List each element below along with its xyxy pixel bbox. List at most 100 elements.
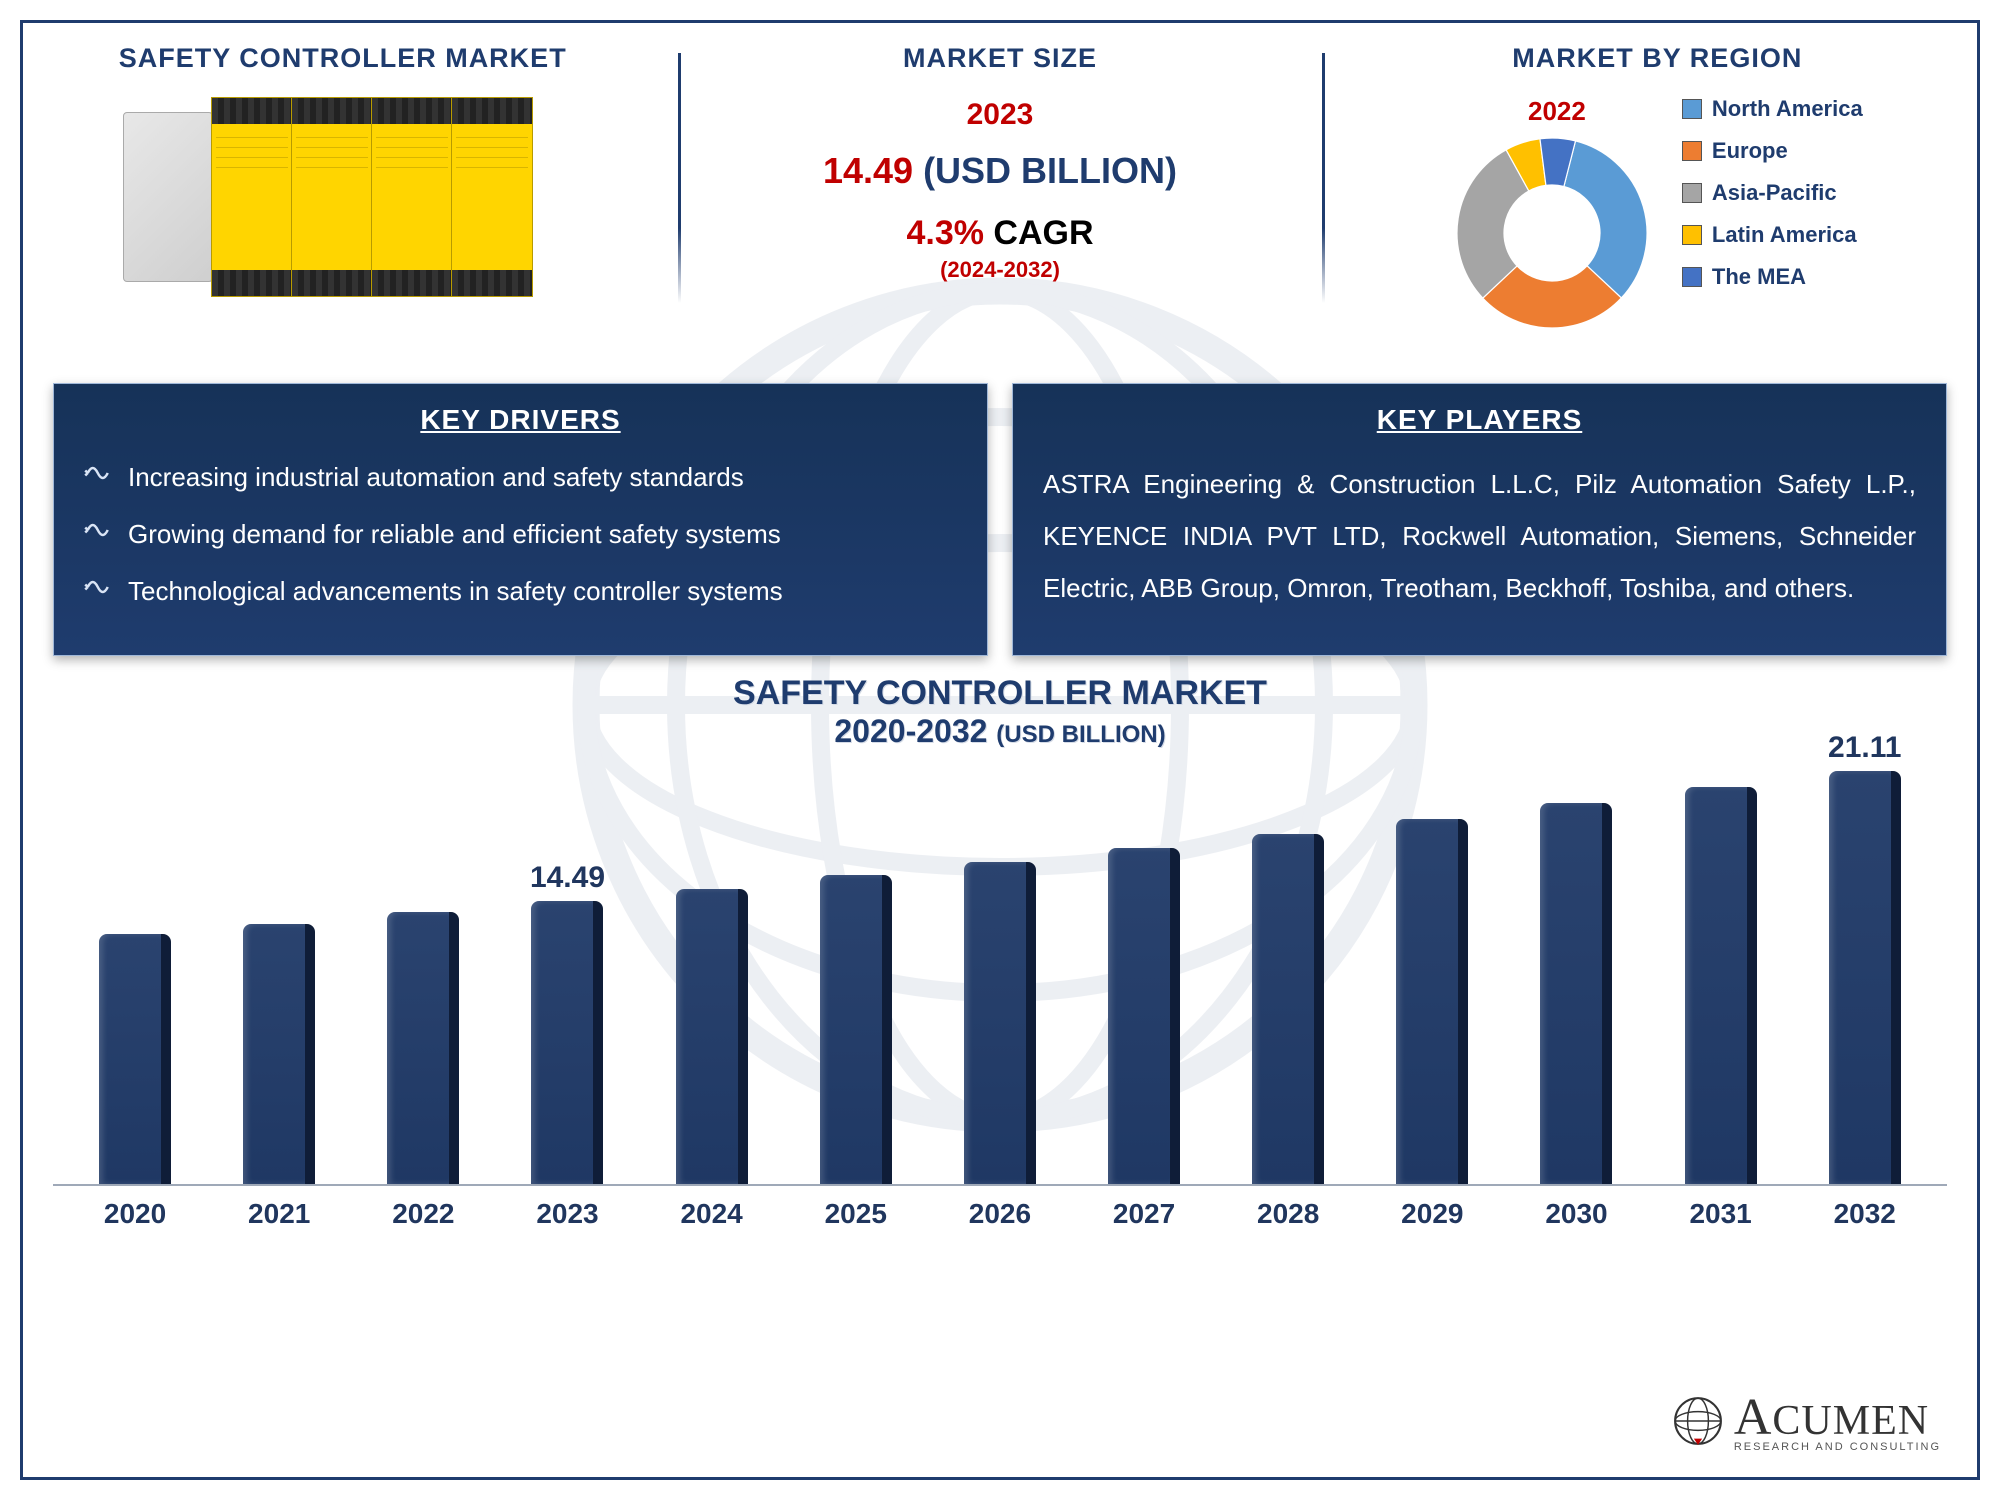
bar xyxy=(243,924,315,1184)
legend-item: North America xyxy=(1682,96,1863,122)
divider xyxy=(1322,53,1325,303)
driver-text: Technological advancements in safety con… xyxy=(128,572,783,611)
legend-swatch-icon xyxy=(1682,99,1702,119)
bar xyxy=(964,862,1036,1185)
bar-chart-section: SAFETY CONTROLLER MARKET 2020-2032 (USD … xyxy=(53,674,1947,1230)
bar-wrap: 21.11 xyxy=(1809,771,1921,1184)
x-tick-label: 2026 xyxy=(944,1198,1056,1230)
brand-logo: ACUMEN RESEARCH AND CONSULTING xyxy=(1672,1388,1941,1453)
market-size-column: MARKET SIZE 2023 14.49 (USD BILLION) 4.3… xyxy=(652,43,1347,373)
bar xyxy=(820,875,892,1184)
bar-wrap xyxy=(655,889,767,1184)
chart-subtitle: 2020-2032 (USD BILLION) xyxy=(53,713,1947,750)
x-tick-label: 2025 xyxy=(800,1198,912,1230)
x-tick-label: 2024 xyxy=(655,1198,767,1230)
driver-item: Technological advancements in safety con… xyxy=(84,572,957,611)
x-tick-label: 2022 xyxy=(367,1198,479,1230)
driver-item: Increasing industrial automation and saf… xyxy=(84,458,957,497)
legend-swatch-icon xyxy=(1682,225,1702,245)
product-side-module-icon xyxy=(123,112,213,282)
product-module-icon xyxy=(291,97,373,297)
region-legend: North America Europe Asia-Pacific Latin Ame… xyxy=(1682,96,1863,290)
bar-wrap xyxy=(1376,819,1488,1185)
bar xyxy=(1685,787,1757,1184)
region-column: MARKET BY REGION 2022 North America Europ… xyxy=(1368,43,1947,373)
bar-wrap xyxy=(1520,803,1632,1184)
bar-value-label: 14.49 xyxy=(530,861,605,895)
top-row: SAFETY CONTROLLER MARKET MARKET SIZE xyxy=(53,43,1947,373)
region-year: 2022 xyxy=(1452,96,1662,127)
x-tick-label: 2028 xyxy=(1232,1198,1344,1230)
x-tick-label: 2027 xyxy=(1088,1198,1200,1230)
x-tick-label: 2023 xyxy=(511,1198,623,1230)
bar-wrap: 14.49 xyxy=(511,901,623,1184)
bar-wrap xyxy=(800,875,912,1184)
bar xyxy=(1252,834,1324,1184)
market-size-value: 14.49 xyxy=(823,150,913,191)
bar-wrap xyxy=(223,924,335,1184)
driver-text: Growing demand for reliable and efficien… xyxy=(128,515,781,554)
cagr-line: 4.3% CAGR xyxy=(906,214,1093,253)
chart-plot-area: 14.49 21.11 xyxy=(53,756,1947,1186)
bar-wrap xyxy=(1088,848,1200,1184)
product-column: SAFETY CONTROLLER MARKET xyxy=(53,43,632,373)
market-size-year: 2023 xyxy=(967,98,1034,132)
product-module-icon xyxy=(211,97,293,297)
region-donut-chart xyxy=(1452,133,1652,333)
legend-label: North America xyxy=(1712,96,1863,122)
legend-item: Asia-Pacific xyxy=(1682,180,1863,206)
driver-bullet-icon xyxy=(84,515,114,545)
bar xyxy=(676,889,748,1184)
x-tick-label: 2032 xyxy=(1809,1198,1921,1230)
legend-label: Asia-Pacific xyxy=(1712,180,1837,206)
bar xyxy=(1108,848,1180,1184)
bar-wrap xyxy=(944,862,1056,1185)
x-tick-label: 2021 xyxy=(223,1198,335,1230)
cagr-value: 4.3% xyxy=(906,214,984,252)
brand-subtitle: RESEARCH AND CONSULTING xyxy=(1734,1441,1941,1453)
infographic-frame: SAFETY CONTROLLER MARKET MARKET SIZE xyxy=(20,20,1980,1480)
product-module-icon xyxy=(451,97,533,297)
chart-title: SAFETY CONTROLLER MARKET xyxy=(53,674,1947,713)
legend-item: Europe xyxy=(1682,138,1863,164)
legend-swatch-icon xyxy=(1682,267,1702,287)
product-module-icon xyxy=(371,97,453,297)
cagr-range: (2024-2032) xyxy=(940,257,1060,283)
legend-label: Europe xyxy=(1712,138,1788,164)
bar-wrap xyxy=(79,934,191,1184)
driver-text: Increasing industrial automation and saf… xyxy=(128,458,744,497)
bar xyxy=(531,901,603,1184)
section-title-product: SAFETY CONTROLLER MARKET xyxy=(119,43,567,74)
legend-item: The MEA xyxy=(1682,264,1863,290)
legend-label: Latin America xyxy=(1712,222,1857,248)
key-players-title: KEY PLAYERS xyxy=(1043,404,1916,436)
section-title-region: MARKET BY REGION xyxy=(1512,43,1802,74)
bar-wrap xyxy=(1664,787,1776,1184)
driver-bullet-icon xyxy=(84,572,114,602)
market-size-value-line: 14.49 (USD BILLION) xyxy=(823,150,1177,192)
legend-swatch-icon xyxy=(1682,141,1702,161)
key-drivers-list: Increasing industrial automation and saf… xyxy=(84,458,957,611)
x-tick-label: 2031 xyxy=(1664,1198,1776,1230)
brand-name: ACUMEN xyxy=(1734,1398,1929,1444)
key-drivers-title: KEY DRIVERS xyxy=(84,404,957,436)
divider xyxy=(678,53,681,303)
key-drivers-box: KEY DRIVERS Increasing industrial automa… xyxy=(53,383,988,656)
brand-globe-icon xyxy=(1672,1395,1724,1447)
bar xyxy=(387,912,459,1184)
legend-item: Latin America xyxy=(1682,222,1863,248)
info-row: KEY DRIVERS Increasing industrial automa… xyxy=(53,383,1947,656)
bar xyxy=(1829,771,1901,1184)
bar xyxy=(1396,819,1468,1185)
bar xyxy=(1540,803,1612,1184)
key-players-text: ASTRA Engineering & Construction L.L.C, … xyxy=(1043,458,1916,614)
legend-swatch-icon xyxy=(1682,183,1702,203)
market-size-unit: (USD BILLION) xyxy=(923,150,1177,191)
legend-label: The MEA xyxy=(1712,264,1806,290)
x-tick-label: 2029 xyxy=(1376,1198,1488,1230)
x-tick-label: 2020 xyxy=(79,1198,191,1230)
chart-range: 2020-2032 xyxy=(834,713,987,749)
x-tick-label: 2030 xyxy=(1520,1198,1632,1230)
chart-x-axis: 2020 2021 2022 2023 2024 2025 2026 2027 2028 2029… xyxy=(53,1186,1947,1230)
bar xyxy=(99,934,171,1184)
